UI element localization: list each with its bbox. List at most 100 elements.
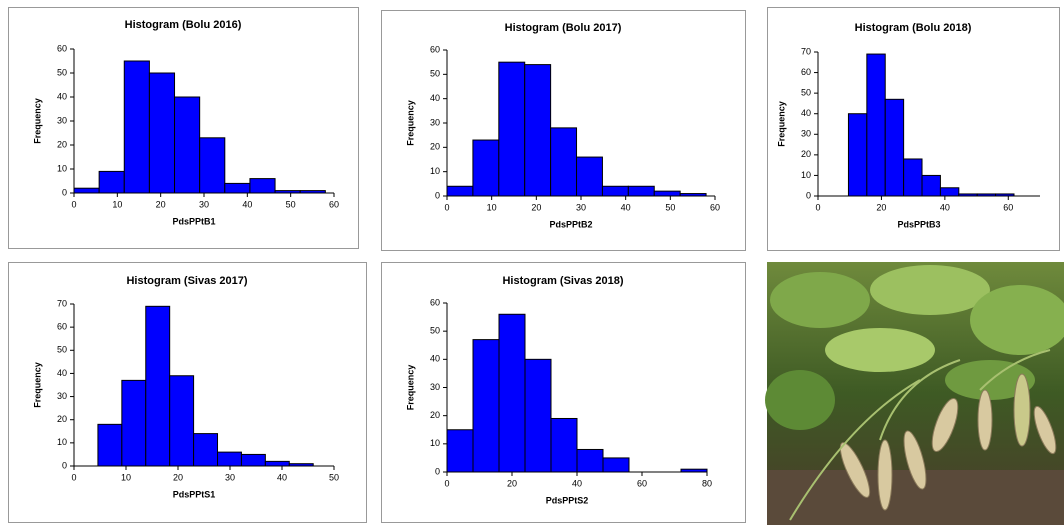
y-tick-label: 30 xyxy=(801,129,811,139)
y-tick-label: 50 xyxy=(57,67,67,77)
y-tick-label: 60 xyxy=(57,322,67,332)
bar xyxy=(225,183,250,193)
bar xyxy=(74,188,99,193)
x-tick-label: 40 xyxy=(242,199,252,209)
x-tick-label: 30 xyxy=(225,472,235,482)
y-axis-label: Frequency xyxy=(405,365,415,411)
y-tick-label: 40 xyxy=(57,368,67,378)
bar xyxy=(654,191,680,196)
bar xyxy=(124,61,149,193)
y-tick-label: 60 xyxy=(801,67,811,77)
bar xyxy=(602,186,628,196)
x-tick-label: 50 xyxy=(329,472,339,482)
x-tick-label: 0 xyxy=(444,202,449,212)
y-axis-label: Frequency xyxy=(776,101,786,147)
bar xyxy=(940,188,958,196)
x-tick-label: 30 xyxy=(576,202,586,212)
bar xyxy=(904,159,922,196)
bar xyxy=(577,449,603,472)
bar xyxy=(149,73,174,193)
x-tick-label: 60 xyxy=(329,199,339,209)
y-tick-label: 0 xyxy=(435,466,440,476)
y-axis-label: Frequency xyxy=(32,362,42,408)
y-tick-label: 70 xyxy=(57,298,67,308)
x-tick-label: 40 xyxy=(621,202,631,212)
x-tick-label: 0 xyxy=(444,478,449,488)
bar xyxy=(218,452,242,466)
x-tick-label: 20 xyxy=(156,199,166,209)
y-axis-label: Frequency xyxy=(405,100,415,146)
bar xyxy=(551,418,577,472)
bar xyxy=(473,140,499,196)
y-tick-label: 20 xyxy=(57,414,67,424)
bar xyxy=(525,65,551,196)
y-tick-label: 10 xyxy=(57,437,67,447)
y-tick-label: 0 xyxy=(435,190,440,200)
bar xyxy=(447,186,473,196)
bar xyxy=(848,114,866,196)
x-tick-label: 20 xyxy=(531,202,541,212)
bar xyxy=(603,458,629,472)
x-tick-label: 40 xyxy=(940,202,950,212)
x-tick-label: 60 xyxy=(1003,202,1013,212)
y-tick-label: 10 xyxy=(57,163,67,173)
y-tick-label: 50 xyxy=(57,345,67,355)
y-tick-label: 10 xyxy=(430,438,440,448)
y-tick-label: 40 xyxy=(430,93,440,103)
panel xyxy=(768,8,1060,251)
chart-title: Histogram (Sivas 2017) xyxy=(126,275,247,287)
x-tick-label: 20 xyxy=(173,472,183,482)
y-tick-label: 50 xyxy=(430,326,440,336)
y-tick-label: 40 xyxy=(801,108,811,118)
bar xyxy=(577,157,603,196)
x-tick-label: 50 xyxy=(286,199,296,209)
chart-title: Histogram (Bolu 2018) xyxy=(855,22,972,34)
figure: Histogram (Bolu 2016) 0 10 20 30 40 50 60 0 10 20 3… xyxy=(0,0,1064,525)
y-tick-label: 30 xyxy=(430,117,440,127)
x-tick-label: 20 xyxy=(507,478,517,488)
bar xyxy=(146,306,170,466)
y-tick-label: 40 xyxy=(430,354,440,364)
photo xyxy=(765,262,1064,525)
bar xyxy=(628,186,654,196)
y-tick-label: 30 xyxy=(57,391,67,401)
x-tick-label: 0 xyxy=(71,199,76,209)
y-tick-label: 40 xyxy=(57,91,67,101)
x-tick-label: 80 xyxy=(702,478,712,488)
bar xyxy=(98,424,122,466)
x-axis-label: PdsPPtB1 xyxy=(172,216,215,226)
bar xyxy=(194,434,218,466)
y-tick-label: 20 xyxy=(801,149,811,159)
bar xyxy=(499,314,525,472)
chart-title: Histogram (Sivas 2018) xyxy=(502,275,623,287)
bar xyxy=(175,97,200,193)
y-tick-label: 60 xyxy=(430,297,440,307)
y-tick-label: 20 xyxy=(430,410,440,420)
bar xyxy=(447,430,473,472)
y-tick-label: 0 xyxy=(62,187,67,197)
bar xyxy=(200,138,225,193)
x-axis-label: PdsPPtS2 xyxy=(546,495,589,505)
bar xyxy=(265,461,289,466)
bar xyxy=(241,454,265,466)
x-tick-label: 0 xyxy=(815,202,820,212)
bar xyxy=(122,380,146,466)
y-tick-label: 60 xyxy=(430,44,440,54)
y-axis-label: Frequency xyxy=(32,98,42,144)
y-tick-label: 60 xyxy=(57,43,67,53)
x-tick-label: 10 xyxy=(121,472,131,482)
y-tick-label: 50 xyxy=(801,88,811,98)
x-tick-label: 60 xyxy=(637,478,647,488)
bar xyxy=(473,340,499,472)
y-tick-label: 0 xyxy=(62,460,67,470)
x-tick-label: 0 xyxy=(71,472,76,482)
y-tick-label: 20 xyxy=(430,142,440,152)
y-tick-label: 50 xyxy=(430,69,440,79)
bar xyxy=(922,175,940,196)
x-tick-label: 50 xyxy=(665,202,675,212)
chart-title: Histogram (Bolu 2016) xyxy=(125,19,242,31)
y-tick-label: 30 xyxy=(430,382,440,392)
x-tick-label: 60 xyxy=(710,202,720,212)
bar xyxy=(499,62,525,196)
y-tick-label: 10 xyxy=(801,170,811,180)
